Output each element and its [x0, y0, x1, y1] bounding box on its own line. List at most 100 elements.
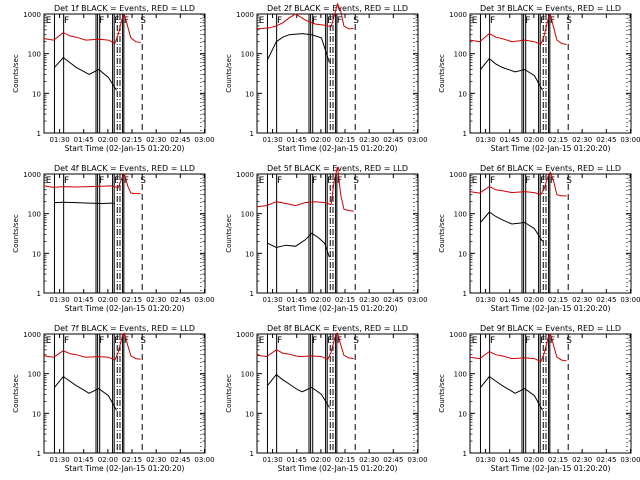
- lld-series-line: [43, 172, 141, 195]
- x-tick-label: 03:00: [194, 296, 214, 304]
- marker-label: S: [566, 176, 572, 186]
- x-tick-label: 01:30: [475, 456, 495, 464]
- x-tick-label: 02:15: [335, 136, 355, 144]
- plot-frame: [256, 173, 419, 294]
- panel-3: Det 3f BLACK = Events, RED = LLD 1 10 100 10…: [438, 4, 640, 153]
- x-tick-label: 02:00: [98, 296, 118, 304]
- x-tick-label: 03:00: [194, 456, 214, 464]
- marker-label: S: [353, 16, 359, 26]
- x-tick-label: 01:45: [287, 136, 307, 144]
- y-tick-label: 100: [454, 371, 467, 379]
- x-axis-label: Start Time (02-Jan-15 01:20:20): [65, 304, 185, 313]
- x-tick-label: 03:00: [620, 136, 640, 144]
- plot-frame: [43, 333, 206, 454]
- events-series-line: [267, 33, 330, 63]
- y-tick-label: 1000: [23, 171, 41, 179]
- y-axis-label: Counts/sec: [12, 54, 20, 93]
- marker-label: F: [114, 16, 119, 26]
- y-tick-label: 1000: [23, 11, 41, 19]
- x-tick-label: 01:45: [287, 296, 307, 304]
- x-tick-label: 01:45: [500, 296, 520, 304]
- panel-title: Det 3f BLACK = Events, RED = LLD: [480, 4, 621, 13]
- y-tick-label: 100: [454, 211, 467, 219]
- y-tick-label: 100: [28, 371, 41, 379]
- x-tick-label: 02:30: [146, 296, 166, 304]
- y-tick-label: 10: [245, 90, 254, 98]
- x-tick-label: 03:00: [407, 136, 427, 144]
- marker-label: F: [99, 176, 104, 186]
- y-tick-label: 1000: [23, 331, 41, 339]
- y-tick-label: 10: [32, 250, 41, 258]
- x-tick-label: 02:15: [548, 296, 568, 304]
- y-tick-label: 1: [250, 130, 254, 138]
- x-tick-label: 01:30: [475, 136, 495, 144]
- x-axis-label: Start Time (02-Jan-15 01:20:20): [491, 304, 611, 313]
- panel-9: Det 9f BLACK = Events, RED = LLD 1 10 100 10…: [438, 324, 640, 473]
- marker-label: F: [327, 16, 332, 26]
- panel-title: Det 9f BLACK = Events, RED = LLD: [480, 324, 621, 333]
- marker-label: F: [525, 336, 530, 346]
- x-tick-label: 02:15: [335, 296, 355, 304]
- y-tick-label: 100: [241, 51, 254, 59]
- x-tick-label: 02:00: [524, 296, 544, 304]
- marker-label: S: [566, 16, 572, 26]
- marker-label: F: [550, 176, 555, 186]
- x-tick-label: 02:45: [170, 296, 190, 304]
- x-tick-label: 02:30: [359, 456, 379, 464]
- marker-label: E: [46, 176, 52, 186]
- x-axis-label: Start Time (02-Jan-15 01:20:20): [491, 144, 611, 153]
- plot-frame: [256, 13, 419, 134]
- y-tick-label: 10: [458, 250, 467, 258]
- y-axis-label: Counts/sec: [438, 54, 446, 93]
- lld-series-line: [256, 332, 354, 360]
- x-tick-label: 03:00: [407, 296, 427, 304]
- x-tick-label: 03:00: [194, 136, 214, 144]
- x-axis-label: Start Time (02-Jan-15 01:20:20): [278, 304, 398, 313]
- plot-frame: [469, 13, 632, 134]
- panel-title: Det 1f BLACK = Events, RED = LLD: [54, 4, 195, 13]
- x-tick-label: 02:00: [98, 456, 118, 464]
- y-axis-label: Counts/sec: [225, 54, 233, 93]
- x-tick-label: 02:15: [548, 456, 568, 464]
- plot-frame: [43, 173, 206, 294]
- x-tick-label: 02:45: [596, 296, 616, 304]
- panel-title: Det 4f BLACK = Events, RED = LLD: [54, 164, 195, 173]
- lld-series-line: [469, 14, 567, 46]
- y-axis-label: Counts/sec: [12, 214, 20, 253]
- plot-frame: [43, 13, 206, 134]
- x-tick-label: 01:30: [262, 456, 282, 464]
- y-tick-label: 1000: [236, 331, 254, 339]
- marker-label: S: [140, 176, 146, 186]
- x-tick-label: 02:45: [383, 136, 403, 144]
- marker-label: F: [540, 176, 545, 186]
- y-tick-label: 1: [37, 290, 41, 298]
- marker-label: F: [277, 16, 282, 26]
- marker-label: E: [472, 336, 478, 346]
- y-tick-label: 10: [458, 90, 467, 98]
- x-tick-label: 02:00: [311, 136, 331, 144]
- x-tick-label: 02:15: [548, 136, 568, 144]
- x-tick-label: 02:45: [170, 136, 190, 144]
- marker-label: F: [277, 176, 282, 186]
- y-tick-label: 1: [37, 450, 41, 458]
- x-tick-label: 02:45: [383, 456, 403, 464]
- x-tick-label: 02:45: [596, 456, 616, 464]
- x-tick-label: 01:30: [262, 296, 282, 304]
- y-tick-label: 1: [463, 130, 467, 138]
- x-tick-label: 02:00: [311, 296, 331, 304]
- plot-frame: [469, 173, 632, 294]
- marker-label: F: [114, 176, 119, 186]
- marker-label: F: [64, 176, 69, 186]
- y-tick-label: 1: [37, 130, 41, 138]
- panel-8: Det 8f BLACK = Events, RED = LLD 1 10 100 10…: [225, 324, 428, 473]
- y-axis-label: Counts/sec: [225, 374, 233, 413]
- x-tick-label: 01:45: [74, 136, 94, 144]
- marker-label: S: [353, 336, 359, 346]
- panel-title: Det 8f BLACK = Events, RED = LLD: [267, 324, 408, 333]
- x-tick-label: 02:15: [122, 456, 142, 464]
- y-tick-label: 10: [245, 250, 254, 258]
- x-tick-label: 02:30: [572, 296, 592, 304]
- x-tick-label: 02:30: [359, 136, 379, 144]
- x-tick-label: 01:45: [287, 456, 307, 464]
- x-axis-label: Start Time (02-Jan-15 01:20:20): [278, 464, 398, 473]
